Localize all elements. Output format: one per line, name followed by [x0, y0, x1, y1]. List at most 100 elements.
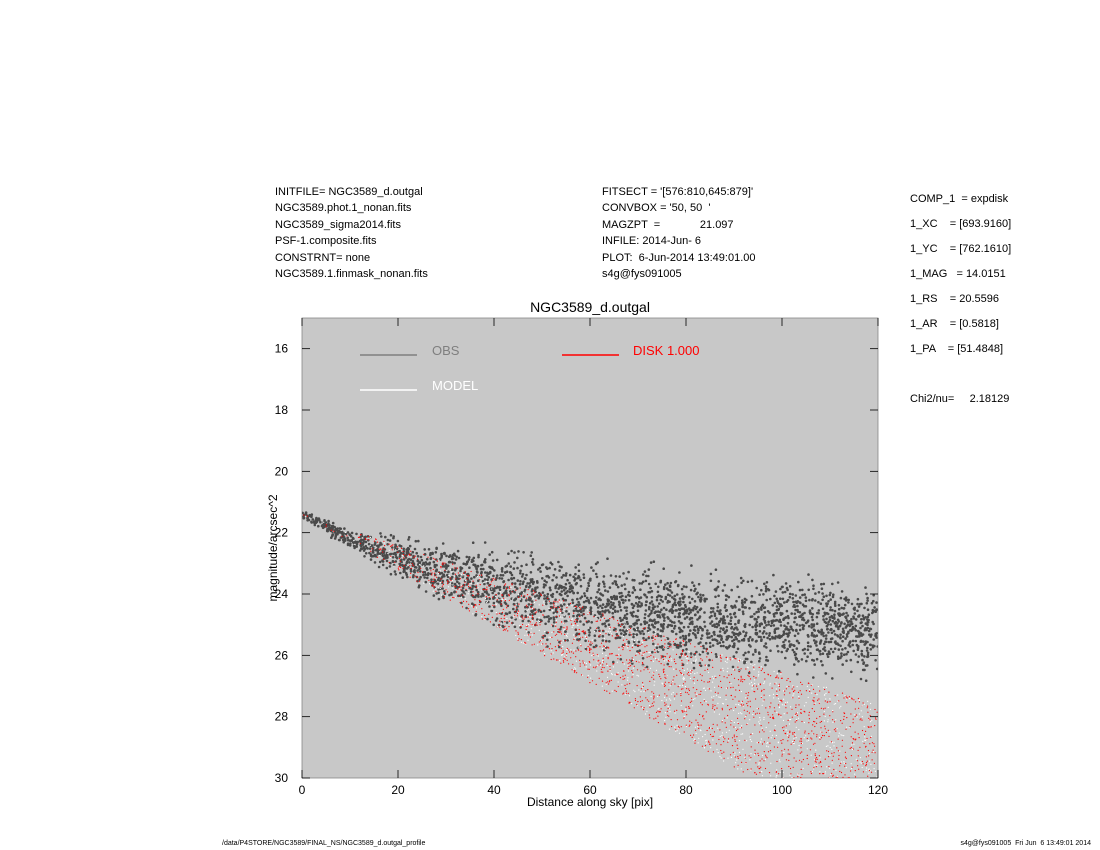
disk-point [791, 688, 793, 690]
disk-point [443, 596, 445, 598]
obs-point [486, 617, 489, 621]
disk-point [815, 758, 817, 760]
disk-point [629, 659, 631, 661]
disk-point [733, 734, 735, 736]
obs-point [474, 613, 478, 616]
model-point [786, 701, 789, 703]
disk-point [769, 706, 771, 708]
obs-point [850, 670, 853, 674]
obs-point [651, 606, 655, 609]
obs-point [584, 647, 588, 650]
obs-point [795, 628, 798, 632]
obs-point [851, 627, 854, 631]
model-point [435, 588, 437, 590]
obs-point [804, 596, 808, 599]
obs-point [366, 547, 369, 550]
obs-point [389, 572, 393, 576]
obs-point [541, 635, 544, 639]
disk-point [824, 791, 825, 792]
disk-point [585, 632, 587, 635]
obs-point [678, 604, 681, 607]
header-left-line: NGC3589_sigma2014.fits [275, 218, 401, 231]
obs-point [304, 511, 308, 514]
model-point [817, 686, 820, 688]
obs-point [635, 633, 639, 636]
disk-point [431, 585, 433, 587]
obs-point [645, 600, 648, 603]
disk-point [669, 641, 671, 643]
disk-point [627, 668, 629, 670]
obs-point [562, 574, 565, 577]
model-point [695, 656, 697, 658]
model-point [784, 702, 787, 704]
disk-point [835, 776, 837, 778]
obs-point [844, 615, 847, 619]
model-point [808, 739, 810, 742]
obs-point [763, 626, 766, 629]
disk-point [867, 775, 869, 777]
disk-point [555, 621, 557, 623]
model-point [505, 598, 507, 600]
disk-point [671, 725, 673, 728]
model-point [642, 664, 644, 666]
model-point [806, 740, 808, 742]
model-point [827, 719, 829, 721]
obs-point [660, 608, 663, 611]
obs-point [626, 622, 629, 625]
obs-point [701, 594, 705, 597]
obs-point [587, 581, 590, 585]
model-point [836, 728, 838, 730]
obs-point [837, 648, 841, 651]
model-point [481, 589, 483, 591]
obs-point [588, 579, 591, 582]
disk-point [787, 678, 789, 680]
obs-point [704, 641, 708, 645]
obs-point [679, 600, 682, 603]
model-point [797, 717, 800, 719]
header-param-line: 1_RS = 20.5596 [910, 293, 999, 305]
model-point [775, 734, 777, 737]
obs-point [743, 625, 747, 629]
disk-point [712, 735, 715, 737]
disk-point [858, 799, 859, 800]
disk-point [566, 626, 568, 628]
obs-point [615, 583, 618, 587]
disk-point [769, 742, 771, 744]
model-point [698, 737, 700, 739]
disk-point [831, 752, 833, 754]
obs-point [394, 553, 398, 556]
disk-point [789, 730, 791, 732]
obs-point [611, 582, 615, 585]
disk-point [731, 737, 734, 739]
model-point [832, 807, 833, 808]
disk-point [598, 635, 600, 637]
disk-point [876, 840, 877, 841]
obs-point [498, 600, 502, 604]
obs-point [827, 600, 830, 603]
obs-point [487, 576, 491, 579]
disk-point [703, 700, 706, 702]
disk-point [553, 600, 555, 603]
disk-point [664, 693, 666, 695]
obs-point [549, 588, 552, 592]
disk-point [672, 679, 674, 681]
disk-point [536, 624, 538, 626]
model-point [670, 699, 672, 701]
obs-point [650, 600, 654, 603]
model-point [668, 698, 671, 700]
disk-point [681, 650, 684, 652]
obs-point [510, 549, 513, 553]
obs-point [815, 622, 819, 625]
obs-point [739, 576, 743, 580]
disk-point [558, 628, 560, 630]
model-point [451, 584, 453, 586]
model-point [835, 703, 837, 705]
obs-point [450, 593, 453, 596]
disk-point [871, 811, 872, 812]
model-point [637, 639, 639, 641]
disk-point [570, 623, 573, 625]
obs-point [492, 601, 496, 605]
model-point [856, 798, 857, 799]
model-point [754, 679, 756, 681]
disk-point [740, 679, 742, 681]
